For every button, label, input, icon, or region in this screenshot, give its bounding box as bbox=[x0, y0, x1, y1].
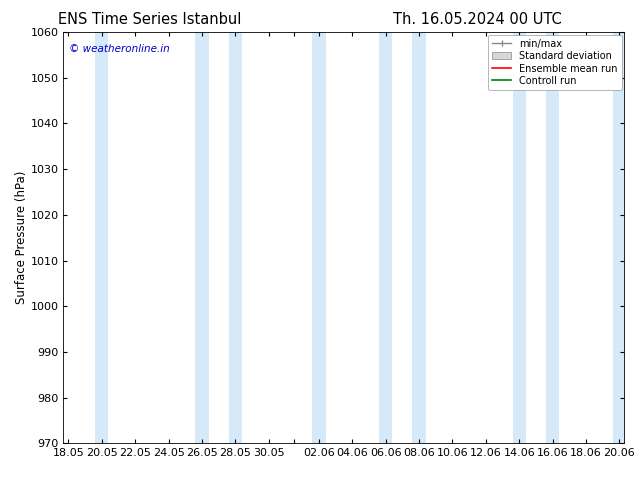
Bar bbox=[613, 32, 624, 443]
Bar bbox=[229, 32, 242, 443]
Bar bbox=[546, 32, 559, 443]
Text: Th. 16.05.2024 00 UTC: Th. 16.05.2024 00 UTC bbox=[393, 12, 562, 27]
Bar bbox=[513, 32, 526, 443]
Legend: min/max, Standard deviation, Ensemble mean run, Controll run: min/max, Standard deviation, Ensemble me… bbox=[488, 35, 621, 90]
Bar bbox=[412, 32, 426, 443]
Bar bbox=[195, 32, 209, 443]
Bar bbox=[95, 32, 108, 443]
Y-axis label: Surface Pressure (hPa): Surface Pressure (hPa) bbox=[15, 171, 28, 304]
Text: © weatheronline.in: © weatheronline.in bbox=[69, 44, 170, 54]
Bar bbox=[312, 32, 326, 443]
Text: ENS Time Series Istanbul: ENS Time Series Istanbul bbox=[58, 12, 241, 27]
Bar bbox=[379, 32, 392, 443]
